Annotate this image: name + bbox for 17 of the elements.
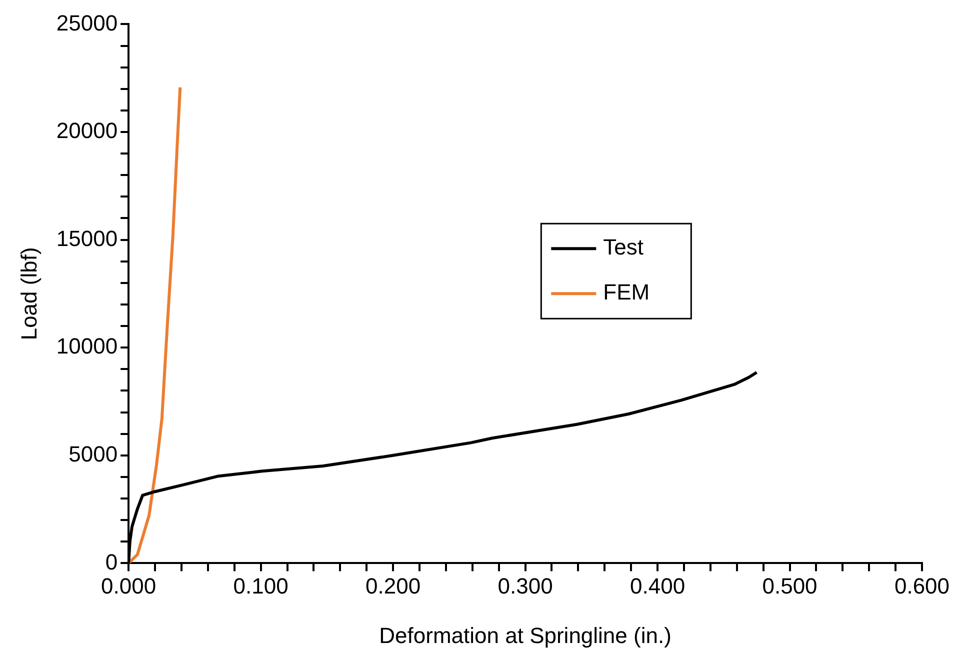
x-tick-label: 0.600 [894,573,950,598]
y-tick-label: 10000 [56,334,118,359]
legend-label: FEM [603,280,650,305]
x-tick-label: 0.400 [630,573,686,598]
x-tick-label: 0.300 [498,573,553,598]
y-tick-label: 0 [105,549,118,574]
legend-label: Test [603,234,644,260]
x-tick-label: 0.000 [101,573,156,598]
y-tick-label: 15000 [56,226,118,251]
x-tick-label: 0.200 [366,573,421,598]
y-tick-label: 5000 [68,441,118,466]
x-tick-label: 0.500 [762,573,818,598]
y-tick-label: 20000 [56,118,118,144]
x-tick-label: 0.100 [233,573,288,598]
x-axis-title: Deformation at Springline (in.) [379,622,672,648]
y-tick-label: 25000 [56,10,118,36]
y-axis-title: Load (lbf) [16,247,42,340]
